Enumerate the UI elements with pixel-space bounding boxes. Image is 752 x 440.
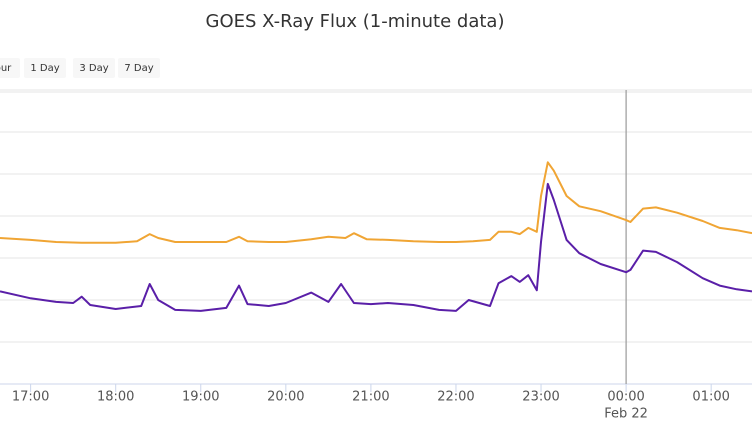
x-tick-label: 18:00 <box>97 390 134 405</box>
series-line <box>0 161 752 244</box>
series-line <box>0 182 752 312</box>
x-tick-label: 21:00 <box>352 390 389 405</box>
range-button-label[interactable]: our <box>0 63 12 74</box>
x-tick-label: 19:00 <box>182 390 219 405</box>
range-button-label[interactable]: 7 Day <box>124 63 153 74</box>
x-tick-label: 00:00 <box>607 390 644 405</box>
range-button[interactable] <box>118 58 160 78</box>
range-button[interactable] <box>73 58 115 78</box>
x-tick-label: 01:00 <box>692 390 729 405</box>
range-button[interactable] <box>0 58 20 78</box>
range-button[interactable] <box>24 58 66 78</box>
x-tick-label: 23:00 <box>522 390 559 405</box>
x-tick-label: 17:00 <box>12 390 49 405</box>
range-button-label[interactable]: 3 Day <box>79 63 108 74</box>
range-button-label[interactable]: 1 Day <box>30 63 59 74</box>
x-tick-label: 22:00 <box>437 390 474 405</box>
date-label: Feb 22 <box>604 407 648 422</box>
chart-title: GOES X-Ray Flux (1-minute data) <box>206 11 505 32</box>
x-tick-label: 20:00 <box>267 390 304 405</box>
